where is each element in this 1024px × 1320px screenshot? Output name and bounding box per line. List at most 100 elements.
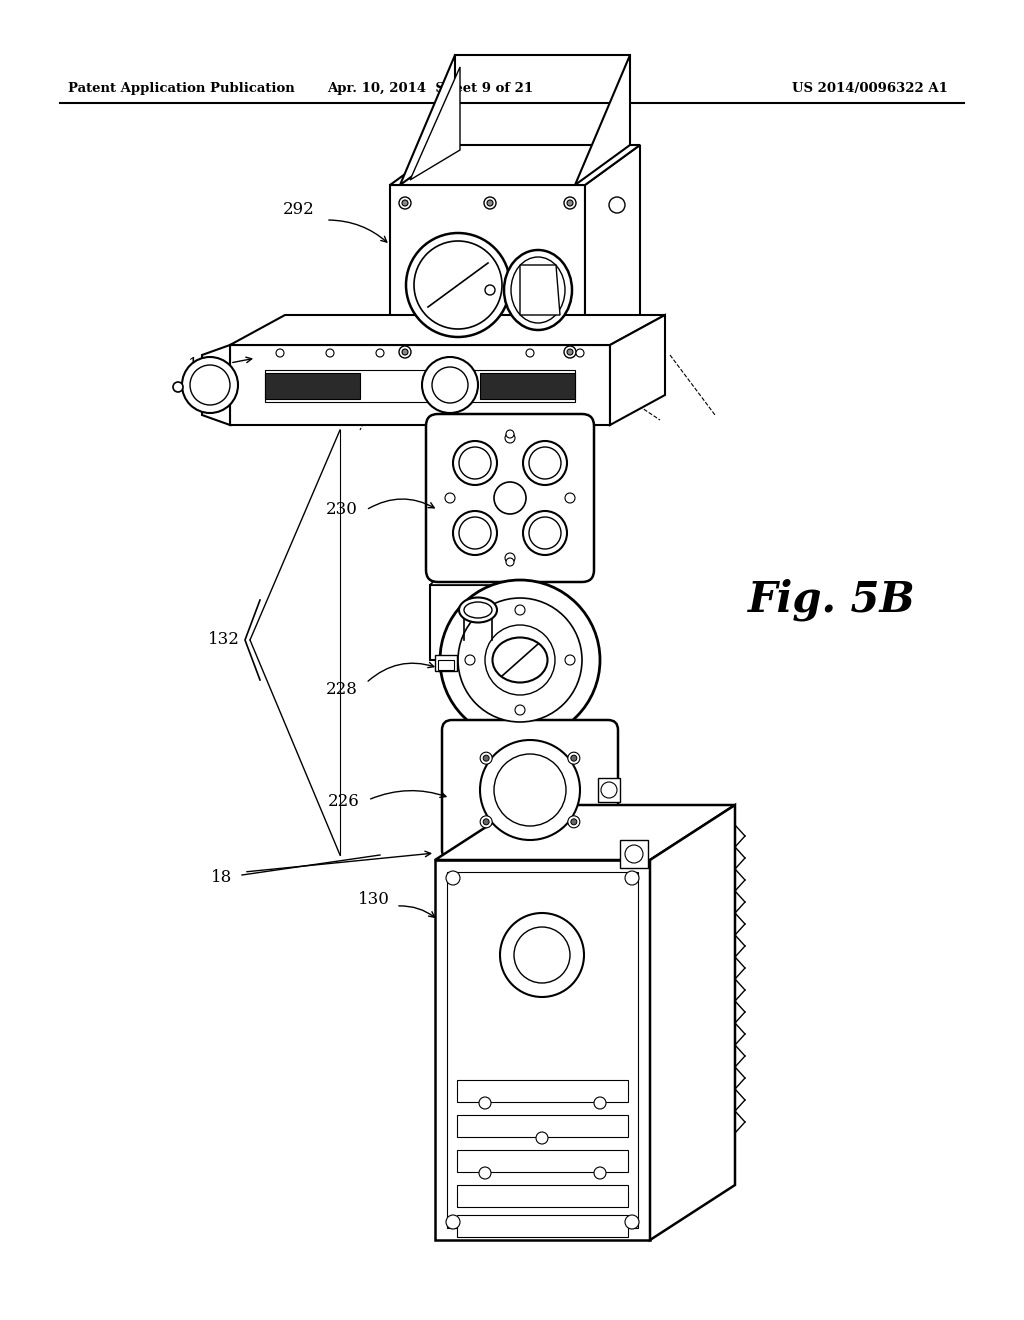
Circle shape: [487, 201, 493, 206]
Ellipse shape: [523, 511, 567, 554]
FancyBboxPatch shape: [426, 414, 594, 582]
Circle shape: [432, 367, 468, 403]
Ellipse shape: [464, 602, 492, 618]
Circle shape: [445, 492, 455, 503]
Polygon shape: [230, 345, 610, 425]
Circle shape: [480, 816, 493, 828]
Text: 292: 292: [284, 202, 315, 219]
Ellipse shape: [453, 511, 497, 554]
Text: 130: 130: [358, 891, 390, 908]
Bar: [598, 777, 620, 803]
Circle shape: [625, 1214, 639, 1229]
Circle shape: [458, 598, 582, 722]
Text: 132: 132: [208, 631, 240, 648]
Circle shape: [173, 381, 183, 392]
Text: 228: 228: [326, 681, 358, 698]
Circle shape: [570, 818, 577, 825]
Text: Patent Application Publication: Patent Application Publication: [68, 82, 295, 95]
Circle shape: [601, 781, 617, 799]
Circle shape: [446, 1214, 460, 1229]
Bar: [457, 1115, 628, 1137]
Circle shape: [506, 558, 514, 566]
Circle shape: [402, 201, 408, 206]
Polygon shape: [410, 67, 460, 180]
Circle shape: [564, 197, 575, 209]
Polygon shape: [520, 265, 560, 315]
Circle shape: [625, 871, 639, 884]
Circle shape: [182, 356, 238, 413]
Circle shape: [485, 285, 495, 294]
Ellipse shape: [493, 638, 548, 682]
Circle shape: [567, 201, 573, 206]
Text: 18: 18: [211, 870, 232, 887]
Ellipse shape: [529, 447, 561, 479]
Bar: [265, 370, 575, 403]
Ellipse shape: [459, 598, 497, 623]
Bar: [438, 660, 454, 671]
Polygon shape: [390, 145, 640, 185]
Circle shape: [505, 433, 515, 444]
Circle shape: [594, 1097, 606, 1109]
Circle shape: [568, 752, 580, 764]
Circle shape: [479, 1167, 490, 1179]
Circle shape: [465, 655, 475, 665]
Circle shape: [480, 752, 493, 764]
Circle shape: [515, 605, 525, 615]
Circle shape: [494, 754, 566, 826]
Ellipse shape: [459, 517, 490, 549]
Circle shape: [402, 348, 408, 355]
Circle shape: [565, 655, 575, 665]
Circle shape: [568, 816, 580, 828]
Bar: [265, 374, 360, 399]
Bar: [480, 374, 575, 399]
Circle shape: [514, 927, 570, 983]
Circle shape: [500, 913, 584, 997]
FancyBboxPatch shape: [442, 719, 618, 861]
Polygon shape: [650, 805, 735, 1239]
Circle shape: [609, 197, 625, 213]
Circle shape: [575, 348, 584, 356]
Polygon shape: [585, 145, 640, 370]
Circle shape: [480, 741, 580, 840]
Bar: [457, 1080, 628, 1102]
Circle shape: [494, 482, 526, 513]
Circle shape: [276, 348, 284, 356]
Circle shape: [440, 579, 600, 741]
Circle shape: [515, 705, 525, 715]
Circle shape: [414, 242, 502, 329]
Bar: [620, 840, 648, 869]
Text: 226: 226: [329, 793, 360, 810]
Bar: [447, 873, 638, 1228]
Bar: [435, 655, 457, 671]
Polygon shape: [230, 315, 665, 345]
Text: 134: 134: [188, 356, 220, 374]
Polygon shape: [430, 585, 505, 660]
Circle shape: [422, 356, 478, 413]
Ellipse shape: [453, 441, 497, 484]
Polygon shape: [202, 345, 230, 425]
Circle shape: [536, 1133, 548, 1144]
Circle shape: [567, 348, 573, 355]
Ellipse shape: [459, 447, 490, 479]
Polygon shape: [610, 315, 665, 425]
Circle shape: [446, 871, 460, 884]
Circle shape: [399, 197, 411, 209]
Text: US 2014/0096322 A1: US 2014/0096322 A1: [792, 82, 948, 95]
Polygon shape: [430, 565, 525, 585]
Polygon shape: [435, 805, 735, 861]
Circle shape: [505, 553, 515, 564]
Circle shape: [479, 1097, 490, 1109]
Circle shape: [506, 430, 514, 438]
Circle shape: [484, 197, 496, 209]
Bar: [457, 1185, 628, 1206]
Polygon shape: [575, 55, 630, 185]
Text: Fig. 5B: Fig. 5B: [748, 578, 915, 622]
Ellipse shape: [529, 517, 561, 549]
Circle shape: [399, 346, 411, 358]
Circle shape: [625, 845, 643, 863]
Circle shape: [483, 755, 489, 762]
Ellipse shape: [523, 441, 567, 484]
Text: 230: 230: [326, 502, 358, 519]
Circle shape: [483, 818, 489, 825]
Polygon shape: [390, 185, 585, 370]
